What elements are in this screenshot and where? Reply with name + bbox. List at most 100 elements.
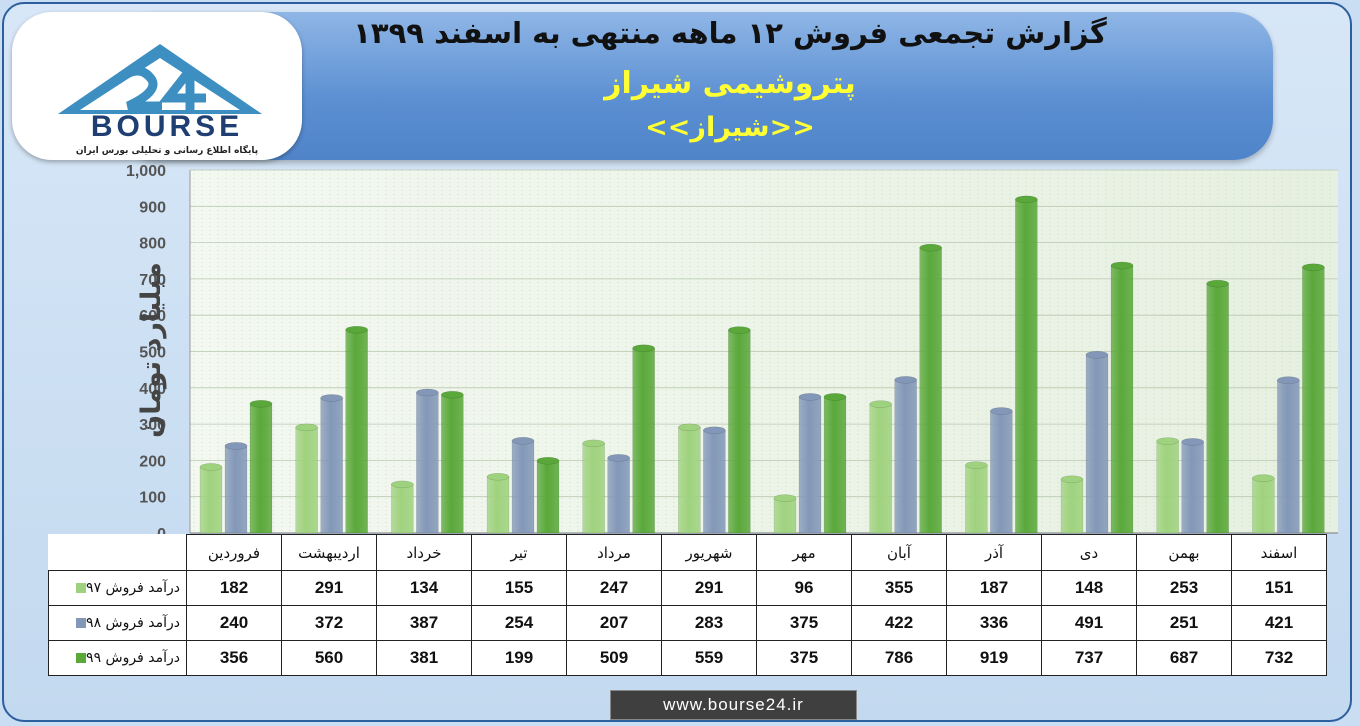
- data-label: 254: [471, 605, 567, 641]
- x-tick-label: شهریور: [661, 534, 757, 571]
- bar-cap: [1206, 279, 1229, 288]
- legend-label: درآمد فروش ۹۹: [86, 650, 180, 666]
- bar-2-6: [703, 430, 726, 534]
- data-label: 375: [756, 640, 852, 676]
- table-row: درآمد فروش ۹۸ 240 372 387 254 207 283 375 422 336…: [48, 605, 1327, 641]
- x-tick-label: فروردین: [186, 534, 282, 571]
- bar-1-9: [965, 464, 988, 534]
- bar-cap: [345, 325, 368, 334]
- x-tick-label: مرداد: [566, 534, 662, 571]
- data-label: 336: [946, 605, 1042, 641]
- bar-cap: [823, 393, 847, 401]
- data-label: 687: [1136, 640, 1232, 676]
- bar-cap: [632, 344, 655, 352]
- bar-3-1: [249, 403, 273, 534]
- legend-entry: درآمد فروش ۹۷: [48, 570, 187, 606]
- table-corner: [48, 534, 187, 571]
- y-tick-label: 100: [139, 490, 166, 507]
- data-label: 381: [376, 640, 472, 676]
- bar-3-6: [728, 329, 751, 534]
- bar-cap: [224, 442, 248, 450]
- ticker-symbol: <<شیراز>>: [645, 112, 815, 143]
- y-tick-label: 1,000: [126, 163, 166, 180]
- x-tick-label: تیر: [471, 534, 567, 571]
- legend-label: درآمد فروش ۹۷: [86, 580, 180, 596]
- bar-1-12: [1252, 477, 1275, 534]
- data-label: 356: [186, 640, 282, 676]
- bar-cap: [1156, 437, 1179, 445]
- bar-3-11: [1206, 283, 1229, 534]
- bar-2-8: [894, 379, 917, 534]
- bar-3-4: [536, 460, 560, 534]
- bar-cap: [798, 393, 822, 401]
- x-tick-label: بهمن: [1136, 534, 1232, 571]
- data-label: 240: [186, 605, 282, 641]
- bar-1-7: [773, 497, 797, 534]
- bar-cap: [728, 326, 751, 334]
- bar-1-10: [1060, 479, 1084, 534]
- data-label: 737: [1041, 640, 1137, 676]
- data-label: 199: [471, 640, 567, 676]
- data-label: 560: [281, 640, 377, 676]
- legend-swatch: [76, 583, 87, 593]
- bar-3-7: [823, 396, 847, 534]
- x-tick-label: خرداد: [376, 534, 472, 571]
- bar-2-9: [990, 410, 1013, 534]
- bar-1-5: [582, 443, 605, 534]
- bar-3-2: [345, 329, 368, 534]
- y-tick-label: 700: [139, 272, 166, 289]
- logo: BOURSE پایگاه اطلاع رسانی و تحلیلی بورس …: [12, 12, 302, 160]
- bar-1-4: [486, 476, 510, 534]
- bar-3-9: [1015, 199, 1038, 534]
- data-label: 355: [851, 570, 947, 606]
- bar-cap: [199, 463, 223, 471]
- bar-2-4: [511, 440, 535, 534]
- bar-cap: [773, 494, 797, 502]
- bar-cap: [441, 390, 464, 399]
- data-label: 491: [1041, 605, 1137, 641]
- data-label: 422: [851, 605, 947, 641]
- bar-cap: [919, 243, 942, 252]
- bar-2-5: [607, 457, 630, 534]
- bar-3-10: [1110, 265, 1134, 534]
- x-tick-label: آبان: [851, 534, 947, 571]
- bar-1-8: [869, 403, 892, 534]
- bar-cap: [249, 400, 273, 408]
- bar-cap: [416, 388, 439, 397]
- legend-swatch: [76, 653, 87, 663]
- data-label: 247: [566, 570, 662, 606]
- data-label: 251: [1136, 605, 1232, 641]
- data-label: 148: [1041, 570, 1137, 606]
- y-tick-label: 200: [139, 453, 166, 470]
- bar-3-8: [919, 247, 942, 534]
- logo-subtitle: پایگاه اطلاع رسانی و تحلیلی بورس ایران: [75, 146, 259, 156]
- chart-title: گزارش تجمعی فروش ۱۲ ماهه منتهی به اسفند …: [353, 16, 1107, 50]
- bar-cap: [607, 454, 630, 462]
- bar-cap: [1060, 475, 1084, 484]
- y-tick-label: 800: [139, 236, 166, 253]
- bar-2-7: [798, 396, 822, 534]
- data-label: 155: [471, 570, 567, 606]
- bar-cap: [536, 457, 560, 465]
- bar-2-10: [1085, 354, 1109, 534]
- data-label: 732: [1231, 640, 1327, 676]
- data-label: 96: [756, 570, 852, 606]
- bar-2-3: [416, 392, 439, 534]
- x-tick-label: دی: [1041, 534, 1137, 571]
- y-tick-label: 500: [139, 345, 166, 362]
- bar-cap: [990, 407, 1013, 415]
- x-tick-label: اسفند: [1231, 534, 1327, 571]
- bar-cap: [703, 426, 726, 435]
- bar-3-12: [1302, 267, 1325, 534]
- bar-cap: [1181, 438, 1204, 446]
- y-tick-label: 900: [139, 199, 166, 216]
- x-tick-label: مهر: [756, 534, 852, 571]
- bar-1-6: [678, 427, 701, 534]
- data-label: 291: [281, 570, 377, 606]
- data-label: 283: [661, 605, 757, 641]
- data-label: 509: [566, 640, 662, 676]
- bar-cap: [1015, 195, 1038, 204]
- data-label: 387: [376, 605, 472, 641]
- y-tick-label: 300: [139, 417, 166, 434]
